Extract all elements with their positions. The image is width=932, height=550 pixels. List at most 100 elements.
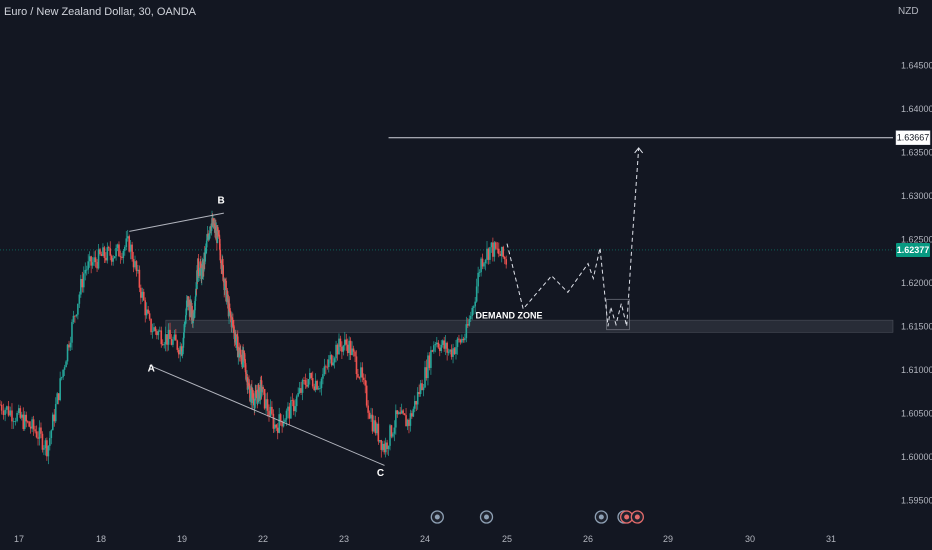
candle-body [319,388,321,389]
candle-body [172,339,174,345]
candle-body [447,351,450,353]
candle-body [346,344,349,354]
candle-body [25,414,28,422]
candle-body [402,410,404,414]
candle-body [193,313,195,319]
candle-body [358,377,361,379]
candle-body [153,327,155,332]
candle-body [320,378,323,389]
candle-body [405,415,407,427]
candle-body [218,236,221,239]
candle-body [231,317,233,328]
candle-body [278,414,280,433]
candle-body [371,414,374,432]
candle-body [502,246,505,258]
candle-body [206,238,208,241]
candle-body [204,247,207,250]
candle-body [233,325,235,334]
candle-body [31,419,33,429]
candle-body [223,286,226,290]
price-tick-label: 1.63000 [901,191,932,201]
candle-body [329,355,332,360]
candle-body [198,271,200,275]
candle-body [255,392,258,398]
candle-body [49,438,51,446]
candle-body [480,258,482,273]
candle-body [129,244,132,252]
candle-body [453,348,456,355]
candle-body [326,366,329,368]
candle-body [102,247,104,256]
candle-body [65,361,67,368]
candle-body [361,367,364,378]
candle-body [314,380,317,391]
candle-body [379,440,381,442]
candle-body [400,410,403,414]
time-tick-label: 29 [663,534,673,544]
candle-body [362,377,365,380]
target-price-badge [895,130,931,145]
candle-body [276,427,279,433]
candle-body [28,421,30,427]
candle-body [35,431,38,438]
candle-body [160,330,163,345]
candle-body [164,334,167,345]
candle-body [140,287,142,298]
candle-body [254,391,257,393]
trendline-upper [129,212,224,232]
candle-body [256,389,259,404]
candle-body [200,261,202,268]
candle-body [298,388,301,394]
candle-body [11,410,13,422]
candle-body [409,413,412,426]
candle-body [69,342,72,348]
candle-body [14,421,17,422]
candle-body [307,379,310,387]
candle-body [416,392,419,405]
candle-body [87,261,90,270]
candle-body [209,226,211,234]
price-tick-label: 1.63500 [901,147,932,157]
candle-body [390,425,393,437]
candle-body [194,296,197,301]
candle-body [185,300,188,311]
candle-body [441,340,444,345]
candle-body [75,314,78,317]
candle-body [254,391,257,401]
candle-body [60,377,63,379]
candle-body [474,301,476,307]
time-tick-label: 26 [583,534,593,544]
trendline-lower [149,364,385,466]
candle-body [88,256,91,262]
candle-body [364,379,367,386]
candle-body [148,313,151,319]
candle-body [156,331,158,336]
candle-body [505,259,507,265]
target-price-label: 1.63667 [897,133,930,143]
candle-body [455,347,457,355]
candle-body [192,313,194,324]
candle-body [245,377,248,380]
candle-body [428,355,431,368]
candle-body [194,300,196,311]
candle-body [184,323,187,325]
candle-body [395,410,397,428]
last-price-label: 1.62377 [897,245,930,255]
candle-body [279,414,282,422]
candle-body [90,256,92,266]
candle-body [166,334,168,345]
price-tick-label: 1.64500 [901,60,932,70]
candle-body [145,309,148,316]
candle-body [228,303,231,311]
candle-body [323,366,326,375]
candle-body [393,427,396,434]
candle-body [23,414,26,430]
candle-body [253,400,256,409]
candle-body [284,419,286,423]
candle-body [377,423,380,442]
candle-body [182,347,184,352]
candle-body [43,448,45,450]
candle-body [440,344,443,352]
candle-body [50,430,53,439]
